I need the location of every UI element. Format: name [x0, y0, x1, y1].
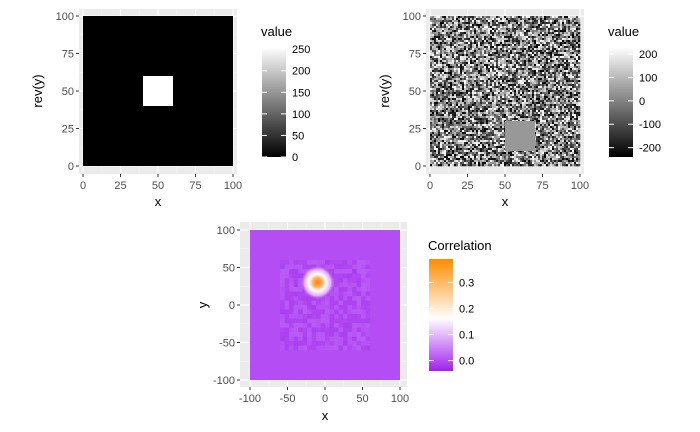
panel-2-legend-title: value	[608, 24, 639, 39]
x-tick-label: 0	[322, 393, 328, 405]
panel-2-gray-square	[505, 121, 535, 151]
panel-2-x-axis-label: x	[502, 194, 509, 209]
x-tick-label: 100	[224, 180, 242, 192]
colorbar-tick-label: 250	[292, 44, 310, 56]
panel-2-x-ticks: 0 25 50 75 100	[427, 174, 589, 192]
panel-3-correlation-peak	[300, 265, 335, 300]
colorbar-tick-label: -100	[639, 119, 661, 131]
panel-1-colorbar	[262, 47, 286, 157]
panel-3-legend-title: Correlation	[428, 238, 492, 253]
x-tick-label: -100	[239, 393, 261, 405]
colorbar-tick-label: 150	[292, 87, 310, 99]
colorbar-tick-label: 0.3	[459, 277, 474, 289]
panel-2: 0 25 50 75 100 0 25 50 75 100 x rev(y) value -20…	[377, 9, 661, 209]
panel-1-bright-square	[143, 76, 173, 106]
panel-3-legend: Correlation 0.0 0.1 0.2 0.3	[428, 238, 492, 371]
panel-1-x-ticks: 0 25 50 75 100	[80, 174, 242, 192]
x-tick-label: 75	[189, 180, 201, 192]
colorbar-tick-label: 0.2	[459, 303, 474, 315]
y-tick-label: 50	[62, 86, 74, 98]
x-tick-label: 0	[80, 180, 86, 192]
colorbar-tick-label: 0.1	[459, 330, 474, 342]
y-tick-label: 0	[229, 300, 235, 312]
panel-3-colorbar	[429, 259, 453, 371]
x-tick-label: -50	[280, 393, 296, 405]
colorbar-tick-label: 0.0	[459, 356, 474, 368]
x-tick-label: 50	[356, 393, 368, 405]
panel-3-x-axis-label: x	[322, 408, 329, 423]
panel-1-x-axis-label: x	[155, 194, 162, 209]
y-tick-label: 50	[409, 86, 421, 98]
panel-3-y-ticks: -100 -50 0 50 100	[213, 225, 240, 387]
x-tick-label: 100	[571, 180, 589, 192]
panel-1-y-axis-label: rev(y)	[30, 74, 45, 107]
panel-1: 0 25 50 75 100 0 25 50 75 100 x rev(y) value 0 50…	[30, 9, 310, 209]
colorbar-tick-label: 0	[639, 96, 645, 108]
panel-1-y-ticks: 0 25 50 75 100	[56, 11, 79, 173]
x-tick-label: 75	[536, 180, 548, 192]
y-tick-label: 75	[62, 49, 74, 61]
colorbar-tick-label: 200	[639, 49, 657, 61]
y-tick-label: -50	[219, 338, 235, 350]
panel-3-y-axis-label: y	[195, 301, 210, 308]
x-tick-label: 100	[391, 393, 409, 405]
panel-1-colorbar-ticks: 0 50 100 150 200 250	[262, 44, 310, 164]
y-tick-label: -100	[213, 375, 235, 387]
y-tick-label: 100	[56, 11, 74, 23]
x-tick-label: 50	[152, 180, 164, 192]
y-tick-label: 0	[415, 161, 421, 173]
panel-1-legend-title: value	[261, 24, 292, 39]
panel-3-heatmap	[250, 230, 400, 380]
colorbar-tick-label: -200	[639, 143, 661, 155]
panel-2-y-axis-label: rev(y)	[377, 74, 392, 107]
colorbar-tick-label: 100	[292, 109, 310, 121]
colorbar-tick-label: 0	[292, 152, 298, 164]
colorbar-tick-label: 200	[292, 66, 310, 78]
colorbar-tick-label: 100	[639, 72, 657, 84]
x-tick-label: 50	[499, 180, 511, 192]
y-tick-label: 100	[217, 225, 235, 237]
panel-1-legend: value 0 50 100 150 200 250	[261, 24, 310, 164]
panel-2-y-ticks: 0 25 50 75 100	[403, 11, 426, 173]
y-tick-label: 25	[409, 124, 421, 136]
y-tick-label: 25	[62, 124, 74, 136]
colorbar-tick-label: 50	[292, 130, 304, 142]
y-tick-label: 0	[68, 161, 74, 173]
panel-3: -100 -50 0 50 100 -100 -50 0 50 100 x y Correlat…	[195, 222, 492, 423]
y-tick-label: 75	[409, 49, 421, 61]
y-tick-label: 50	[223, 263, 235, 275]
x-tick-label: 0	[427, 180, 433, 192]
panel-2-legend: value -200 -100 0 100 200	[608, 24, 661, 157]
y-tick-label: 100	[403, 11, 421, 23]
panel-2-colorbar-ticks: -200 -100 0 100 200	[609, 49, 661, 155]
panel-3-colorbar-ticks: 0.0 0.1 0.2 0.3	[429, 277, 474, 368]
x-tick-label: 25	[461, 180, 473, 192]
panel-2-colorbar	[609, 47, 633, 157]
x-tick-label: 25	[114, 180, 126, 192]
panel-3-x-ticks: -100 -50 0 50 100	[239, 387, 409, 405]
